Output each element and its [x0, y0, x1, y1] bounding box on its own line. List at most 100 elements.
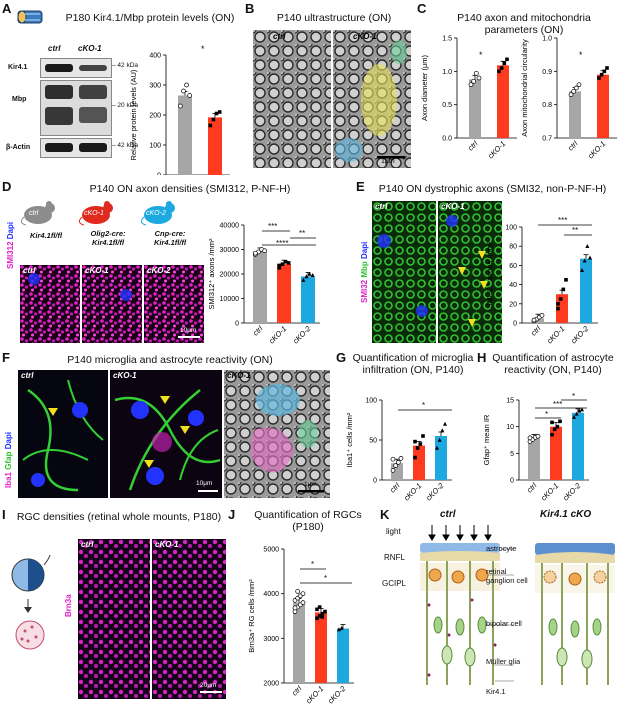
data-point: [599, 72, 604, 77]
mouse-genotype: Olig2-cre: Kir4.1fl/fl: [90, 229, 126, 247]
panel-title: P140 microglia and astrocyte reactivity …: [67, 354, 273, 366]
panel-d: D P140 ON axon densities (SMI312, P-NF-H…: [0, 177, 355, 347]
data-point: [556, 306, 560, 311]
data-point: [395, 460, 401, 465]
data-point: [550, 432, 554, 437]
bar-cko-1: [550, 426, 562, 480]
y-tick-label: 5000: [263, 547, 279, 554]
data-point: [292, 605, 298, 611]
panel-title: P140 ON dystrophic axons (SMI32, non-P-N…: [378, 183, 607, 195]
data-point: [571, 88, 577, 94]
image-label: ctrl: [21, 371, 34, 380]
data-point: [217, 110, 222, 114]
data-point: [307, 271, 312, 276]
data-point: [585, 244, 590, 248]
panel-a: A P180 Kir4.1/Mbp protein levels (ON) ct…: [0, 0, 245, 175]
data-point: [421, 434, 425, 438]
data-point: [280, 262, 285, 266]
data-point: [499, 66, 504, 70]
y-tick-label: 0.9: [542, 69, 552, 76]
y-tick-label: 0.8: [542, 102, 552, 109]
bar-ctrl: [391, 463, 403, 480]
panel-i: I RGC densities (retinal whole mounts, P…: [0, 505, 228, 705]
data-point: [572, 414, 576, 419]
data-point: [468, 82, 474, 88]
label-rnfl: RNFL: [384, 553, 405, 562]
y-axis-label: Axon mitochondrial circularity: [520, 39, 529, 137]
marker-42b: – 42 kDa: [112, 142, 139, 149]
data-point: [208, 123, 213, 128]
y-tick-label: 0.5: [442, 102, 452, 109]
data-point: [184, 82, 189, 88]
sig-brackets-h: [535, 399, 587, 419]
bar-cko-2: [337, 628, 349, 683]
y-tick-label: 5: [510, 451, 514, 458]
smi32-image-cko1: cKO-1: [438, 201, 502, 343]
sig-e1: ***: [558, 216, 568, 225]
sig-d2: ****: [276, 239, 289, 248]
smi312-image-cko2: cKO-2 10μm: [144, 265, 204, 343]
y-tick-label: 400: [149, 53, 161, 60]
western-blot: ctrl cKO-1 Kir4.1 Mbp β-Actin – 42 kDa –…: [6, 42, 138, 168]
data-point: [561, 287, 566, 292]
label-kir41: Kir4.1: [486, 687, 506, 696]
data-point: [337, 627, 341, 632]
data-point: [286, 261, 291, 265]
data-point: [588, 255, 592, 260]
image-label: cKO-1: [155, 540, 179, 549]
diagram-title-ctrl: ctrl: [440, 509, 456, 520]
data-point: [252, 250, 258, 256]
data-point: [555, 424, 560, 429]
protein-levels-chart: 0 100 200 300 400 Relative protein levels (AU…: [129, 53, 230, 175]
label-rgc: retinal ganglion cell: [486, 567, 528, 585]
data-point: [539, 312, 545, 318]
retina-cko: [535, 543, 615, 685]
label-bipolar: bipolar cell: [486, 619, 522, 628]
data-point: [181, 88, 186, 94]
retina-ctrl: [420, 543, 500, 685]
data-point: [277, 263, 282, 268]
em-texture: [253, 30, 331, 168]
scale-label: 1μm: [381, 158, 395, 165]
y-tick-label: 50: [369, 438, 377, 445]
image-label: ctrl: [273, 32, 286, 41]
bar-cko-2: [572, 412, 584, 480]
blot-box-actin: [40, 138, 112, 158]
sig-h2: ***: [553, 400, 563, 409]
panel-f: F P140 microglia and astrocyte reactivit…: [0, 348, 335, 503]
data-point: [597, 76, 601, 80]
data-point: [580, 407, 584, 412]
y-tick-label: 20000: [220, 272, 240, 279]
mouse-genotype: Cnp-cre: Kir4.1fl/fl: [153, 229, 187, 247]
data-point: [573, 85, 579, 91]
y-tick-label: 1.0: [542, 36, 552, 43]
panel-letter: D: [2, 179, 12, 194]
sig-brackets-d: [262, 230, 316, 246]
data-point: [320, 615, 325, 619]
data-point: [277, 266, 282, 270]
y-tick-label: 0.0: [442, 136, 452, 143]
y-tick-label: 15: [506, 398, 514, 405]
sig-star: *: [201, 44, 205, 54]
bar-cko-1: [497, 65, 509, 138]
panel-title: Quantification of astrocyte reactivity (…: [492, 352, 614, 376]
y-axis-label: SMI32⁺ axons /mm²: [485, 241, 494, 308]
data-point: [177, 103, 183, 109]
bar-ctrl: [569, 91, 581, 138]
blot-box-kir: [40, 58, 112, 78]
data-point: [187, 93, 193, 98]
em-image-ctrl: ctrl: [253, 30, 331, 168]
lane-label-cko1: cKO-1: [78, 44, 102, 53]
em-image-cko1: cKO-1 1μm: [333, 30, 411, 168]
data-point: [317, 605, 322, 609]
smi312-image-ctrl: ctrl: [20, 265, 80, 343]
data-point: [301, 277, 306, 282]
y-tick-label: 300: [149, 83, 161, 90]
data-point: [564, 278, 568, 282]
em-image-cko1-f: cKO-1 1μm: [224, 370, 330, 498]
data-point: [262, 248, 268, 254]
data-point: [531, 317, 537, 323]
panel-letter: F: [2, 350, 10, 365]
